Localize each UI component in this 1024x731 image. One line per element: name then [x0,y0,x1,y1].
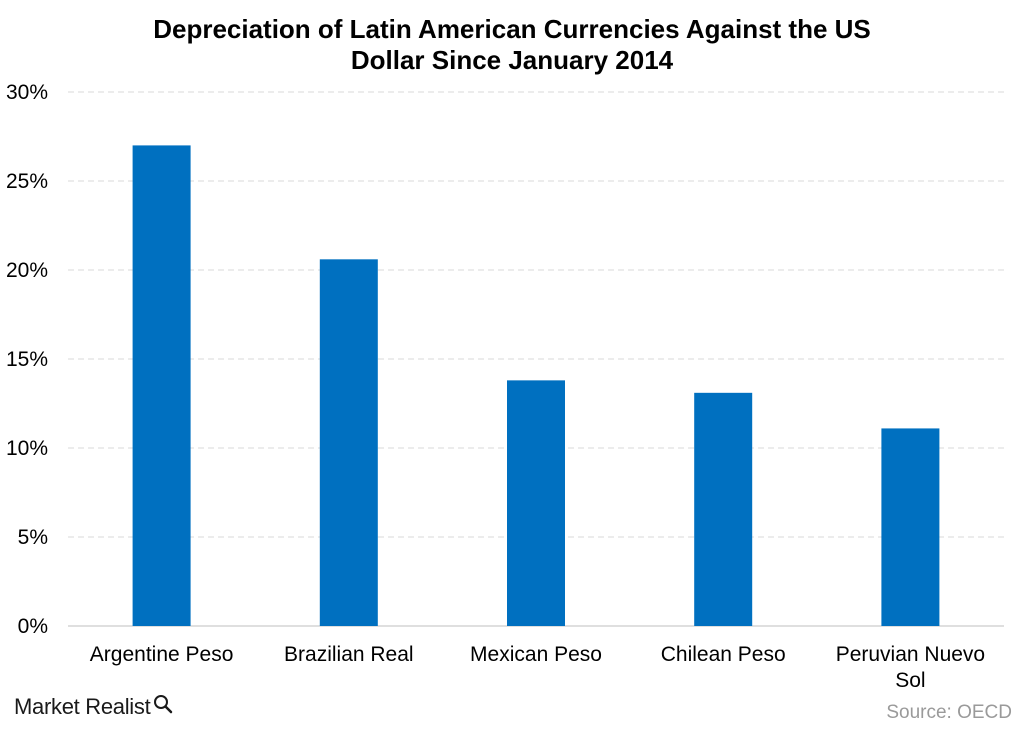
x-tick-label: Brazilian Real [284,643,414,666]
y-tick-label: 10% [6,437,48,460]
chart-title-line-2: Dollar Since January 2014 [350,45,674,75]
y-tick-label: 30% [6,81,48,104]
y-tick-label: 25% [6,170,48,193]
x-axis: Argentine Peso Brazilian Real Mexican Peso… [90,643,985,692]
bar [319,259,378,626]
x-tick-label: Mexican Peso [470,643,602,666]
x-tick-label: Chilean Peso [661,643,786,666]
x-tick-label: Peruvian Nuevo [836,643,985,666]
y-tick-label: 0% [18,615,48,638]
x-tick-label: Argentine Peso [90,643,234,666]
y-tick-label: 5% [18,526,48,549]
bar [694,392,753,626]
chart-title: Depreciation of Latin American Currencie… [0,14,1024,76]
bar [881,428,940,626]
y-axis: 0% 5% 10% 15% 20% 25% 30% [6,81,48,638]
bars [132,145,940,626]
magnifier-q-icon [154,695,173,714]
x-tick-label: Sol [895,669,925,692]
y-tick-label: 15% [6,348,48,371]
market-realist-logo: Market Realist [14,694,173,720]
source-note: Source: OECD [886,702,1012,723]
chart-title-line-1: Depreciation of Latin American Currencie… [153,14,871,44]
bar [132,145,191,626]
logo-text: Market Realist [14,694,151,719]
y-tick-label: 20% [6,259,48,282]
bar [507,380,565,626]
